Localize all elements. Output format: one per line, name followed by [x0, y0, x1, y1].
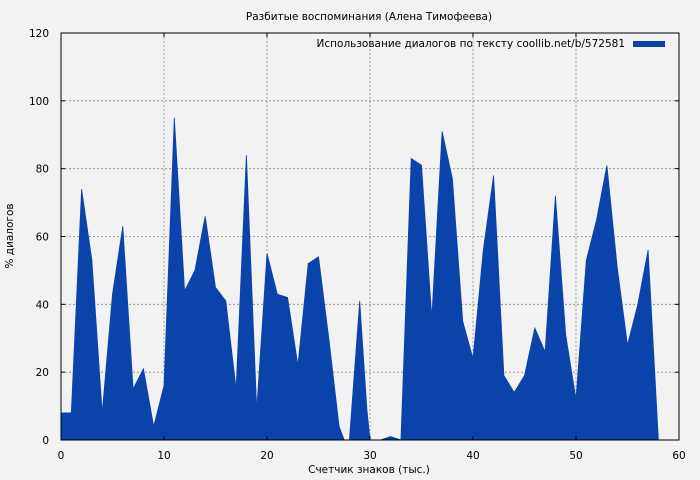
y-tick-label: 100 — [29, 96, 49, 108]
series-layer — [60, 117, 659, 441]
legend-swatch — [633, 41, 665, 47]
axis-ticks: 0 10 20 30 40 50 60 0 20 40 60 80 100 120 — [29, 28, 686, 462]
y-axis-label: % диалогов — [4, 203, 16, 268]
y-tick-label: 120 — [29, 28, 49, 40]
y-tick-label: 0 — [42, 435, 49, 447]
grid-lines — [61, 33, 679, 440]
x-tick-label: 60 — [672, 450, 685, 462]
legend-label: Использование диалогов по тексту coollib… — [317, 38, 625, 50]
x-tick-label: 0 — [58, 450, 65, 462]
y-tick-label: 60 — [36, 232, 49, 244]
area-series — [60, 117, 659, 441]
x-tick-label: 30 — [363, 450, 376, 462]
x-tick-label: 40 — [466, 450, 479, 462]
y-tick-label: 40 — [36, 299, 49, 311]
x-tick-label: 20 — [260, 450, 273, 462]
legend: Использование диалогов по тексту coollib… — [317, 38, 665, 50]
x-tick-label: 10 — [157, 450, 170, 462]
y-tick-label: 20 — [36, 367, 49, 379]
y-tick-label: 80 — [36, 164, 49, 176]
chart-title: Разбитые воспоминания (Алена Тимофеева) — [246, 11, 492, 23]
x-tick-label: 50 — [569, 450, 582, 462]
x-axis-label: Счетчик знаков (тыс.) — [308, 464, 430, 476]
